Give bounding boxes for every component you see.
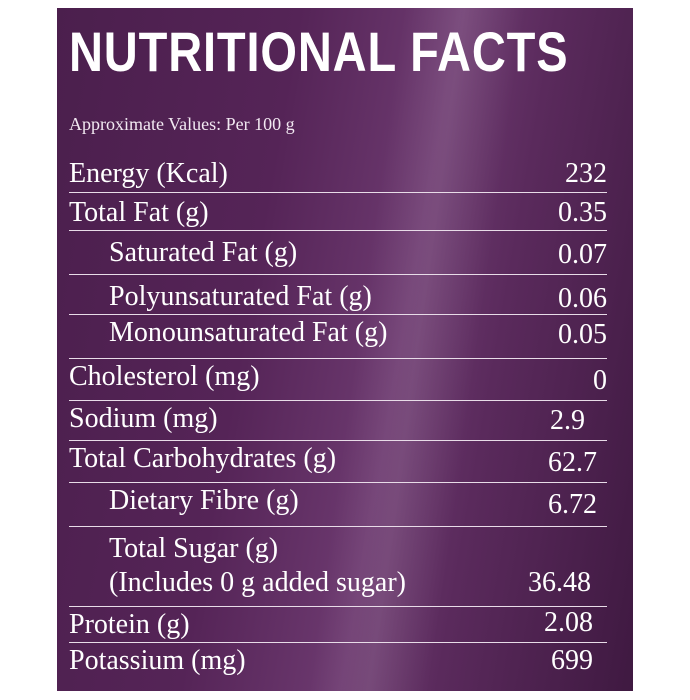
nutrition-row: Dietary Fibre (g) 6.72 <box>69 482 607 527</box>
nutrition-row: Protein (g) 2.08 <box>69 606 607 643</box>
row-value: 232 <box>565 158 607 189</box>
nutrition-row: Polyunsaturated Fat (g) 0.06 <box>69 274 607 315</box>
row-label: Polyunsaturated Fat (g) <box>109 281 372 312</box>
nutrition-row: Potassium (mg) 699 <box>69 642 607 683</box>
nutrition-row: Saturated Fat (g) 0.07 <box>69 230 607 275</box>
row-label: Monounsaturated Fat (g) <box>109 317 388 348</box>
page-title: NUTRITIONAL FACTS <box>69 20 569 83</box>
subtitle: Approximate Values: Per 100 g <box>69 114 295 134</box>
row-sublabel: (Includes 0 g added sugar) <box>109 567 407 598</box>
nutrition-row: Total Fat (g) 0.35 <box>69 192 607 231</box>
row-value: 2.9 <box>550 405 585 436</box>
row-value: 0.05 <box>558 319 607 350</box>
row-value: 0.07 <box>558 239 607 270</box>
nutrition-row: Total Sugar (g) (Includes 0 g added suga… <box>69 526 607 607</box>
row-label: Potassium (mg) <box>69 645 246 676</box>
row-label: Total Carbohydrates (g) <box>69 443 337 474</box>
row-value: 62.7 <box>548 447 597 478</box>
nutrition-row: Monounsaturated Fat (g) 0.05 <box>69 314 607 359</box>
row-value: 0.35 <box>558 197 607 228</box>
nutrition-row: Energy (Kcal) 232 <box>69 156 607 192</box>
row-label: Total Sugar (g) <box>109 533 279 564</box>
nutrition-row: Sodium (mg) 2.9 <box>69 400 607 441</box>
nutrition-row: Total Carbohydrates (g) 62.7 <box>69 440 607 483</box>
row-value: 6.72 <box>548 489 597 520</box>
nutrition-panel: NUTRITIONAL FACTS Approximate Values: Pe… <box>57 8 633 691</box>
row-value: 699 <box>551 645 593 676</box>
nutrition-row: Cholesterol (mg) 0 <box>69 358 607 401</box>
row-label: Sodium (mg) <box>69 403 218 434</box>
row-label: Cholesterol (mg) <box>69 361 260 392</box>
row-label: Dietary Fibre (g) <box>109 485 299 516</box>
row-label: Total Fat (g) <box>69 197 209 228</box>
row-label: Saturated Fat (g) <box>109 237 298 268</box>
row-label: Energy (Kcal) <box>69 158 228 189</box>
row-label: Protein (g) <box>69 609 190 640</box>
row-value: 0.06 <box>558 283 607 314</box>
row-value: 36.48 <box>528 567 591 598</box>
row-value: 2.08 <box>544 607 593 638</box>
row-value: 0 <box>593 365 607 396</box>
